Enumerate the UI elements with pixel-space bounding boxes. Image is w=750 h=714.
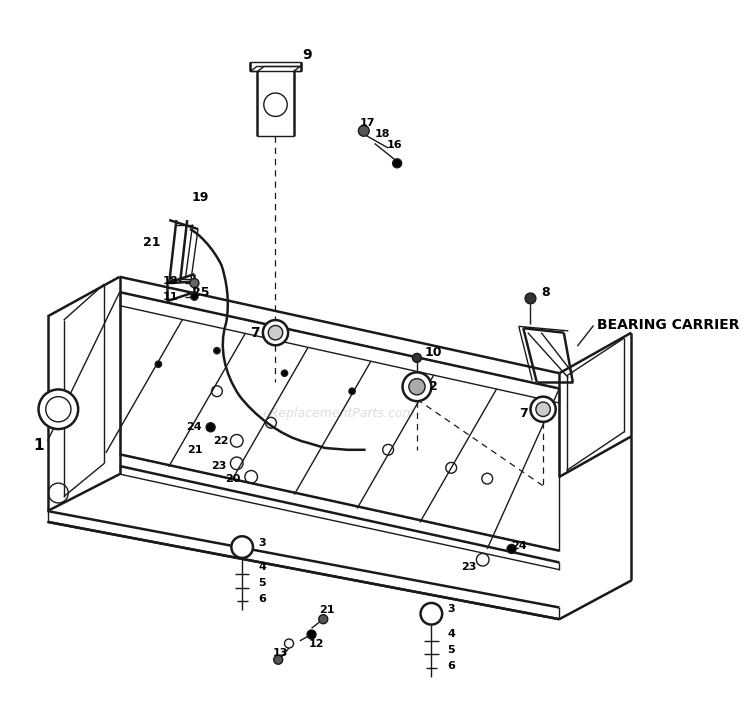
Text: 1: 1 — [33, 438, 44, 453]
Circle shape — [393, 159, 402, 168]
Circle shape — [358, 126, 369, 136]
Circle shape — [38, 389, 78, 429]
Text: 10: 10 — [424, 346, 442, 359]
Text: BEARING CARRIER: BEARING CARRIER — [597, 318, 740, 333]
Circle shape — [349, 388, 355, 394]
Text: 5: 5 — [448, 645, 455, 655]
Text: 18: 18 — [375, 129, 391, 139]
Text: 20: 20 — [226, 473, 241, 483]
Text: 25: 25 — [192, 286, 209, 298]
Text: 24: 24 — [511, 541, 526, 551]
Text: 9: 9 — [302, 48, 312, 62]
Text: 4: 4 — [258, 562, 266, 572]
Text: 5: 5 — [258, 578, 266, 588]
Text: 18: 18 — [162, 276, 178, 286]
Circle shape — [536, 402, 550, 416]
Text: 12: 12 — [308, 638, 324, 648]
Circle shape — [525, 293, 536, 304]
Text: 6: 6 — [258, 594, 266, 604]
Circle shape — [231, 536, 253, 558]
Text: 4: 4 — [447, 628, 455, 638]
Circle shape — [421, 603, 442, 625]
Circle shape — [530, 397, 556, 422]
Text: 7: 7 — [519, 407, 528, 421]
Circle shape — [206, 423, 215, 432]
Circle shape — [319, 615, 328, 624]
Polygon shape — [251, 62, 301, 71]
Circle shape — [507, 544, 516, 553]
Text: 21: 21 — [319, 605, 334, 615]
Text: eReplacementParts.com: eReplacementParts.com — [262, 407, 415, 421]
Text: 7: 7 — [250, 326, 259, 340]
Circle shape — [190, 278, 199, 288]
Circle shape — [274, 655, 283, 664]
Circle shape — [409, 378, 425, 395]
Text: 22: 22 — [213, 436, 228, 446]
Circle shape — [263, 320, 288, 346]
Circle shape — [268, 326, 283, 340]
Text: 3: 3 — [258, 538, 266, 548]
Text: 23: 23 — [461, 562, 477, 572]
Text: 13: 13 — [272, 648, 288, 658]
Text: 6: 6 — [447, 661, 455, 671]
Circle shape — [403, 372, 431, 401]
Text: 21: 21 — [187, 445, 202, 455]
Circle shape — [281, 370, 288, 376]
Text: 24: 24 — [187, 422, 202, 432]
Circle shape — [190, 293, 198, 301]
Text: 19: 19 — [192, 191, 209, 204]
Text: 2: 2 — [429, 381, 437, 393]
Text: 23: 23 — [211, 461, 226, 471]
Circle shape — [307, 630, 316, 639]
Circle shape — [155, 361, 161, 368]
Text: 16: 16 — [386, 140, 402, 150]
Text: 17: 17 — [360, 118, 375, 128]
Text: 21: 21 — [143, 236, 160, 249]
Circle shape — [214, 348, 220, 354]
Circle shape — [413, 353, 422, 363]
Text: 8: 8 — [542, 286, 550, 298]
Text: 3: 3 — [448, 604, 455, 614]
Text: 11: 11 — [162, 291, 178, 301]
